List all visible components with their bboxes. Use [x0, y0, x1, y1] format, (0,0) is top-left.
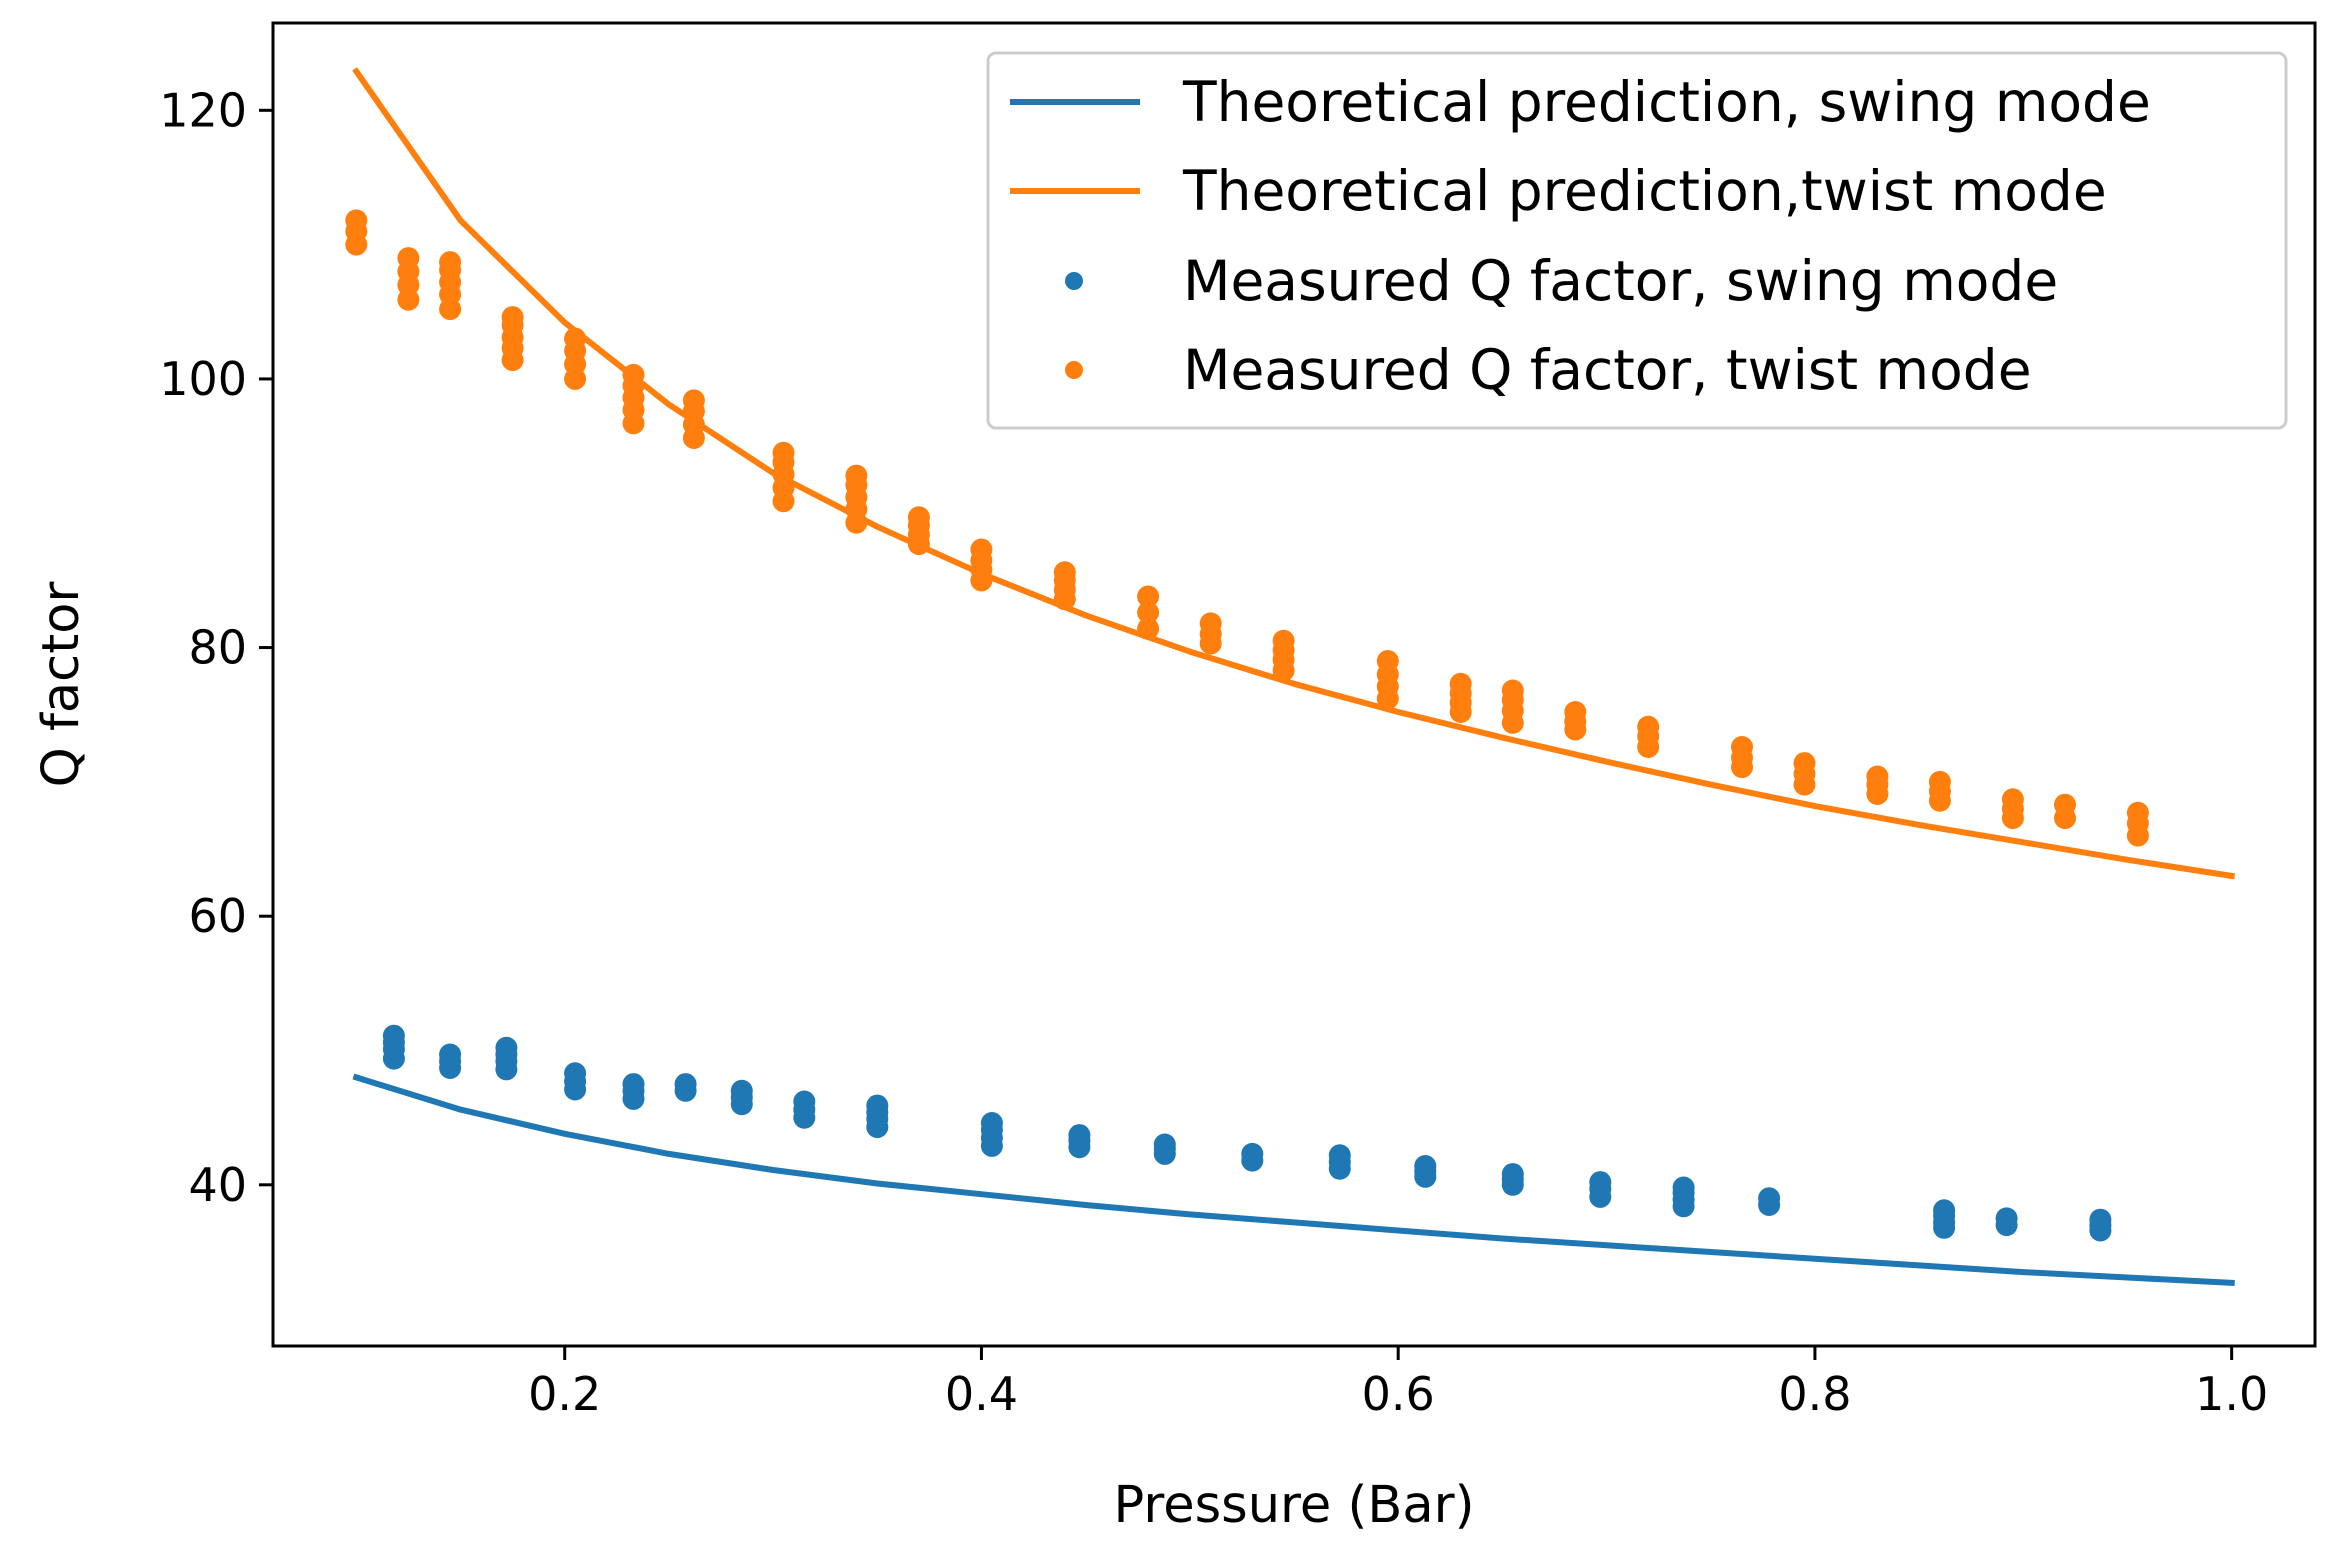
data-point	[622, 363, 645, 386]
data-point	[866, 1094, 889, 1117]
data-point	[564, 327, 587, 350]
data-point	[1731, 736, 1753, 758]
data-point	[845, 464, 868, 487]
legend-swing-marker-label: Measured Q factor, swing mode	[1183, 249, 2058, 313]
data-point	[1068, 1124, 1091, 1147]
data-point	[1053, 561, 1076, 584]
data-point	[1137, 601, 1160, 624]
data-point	[1501, 679, 1524, 702]
y-tick-label: 80	[188, 621, 247, 675]
data-point	[2001, 788, 2024, 811]
data-point	[1199, 612, 1222, 635]
data-point	[1637, 715, 1660, 738]
y-axis-label: Q factor	[32, 582, 91, 788]
data-point	[980, 1112, 1003, 1134]
series-0	[352, 1073, 2235, 1287]
data-point	[1793, 752, 1816, 775]
data-point	[772, 441, 795, 464]
data-point	[1449, 672, 1472, 695]
legend-box	[986, 51, 2288, 430]
data-point	[682, 389, 705, 412]
series-1	[352, 67, 2236, 880]
x-tick-label: 0.2	[528, 1367, 601, 1421]
data-point	[1328, 1144, 1351, 1167]
data-point	[730, 1079, 753, 1102]
data-point	[1672, 1176, 1695, 1199]
data-point	[970, 538, 993, 561]
data-point	[1995, 1207, 2018, 1230]
y-axis: 40 60 80 100 120	[159, 83, 273, 1212]
x-axis-label: Pressure (Bar)	[1114, 1476, 1475, 1535]
x-tick-label: 1.0	[2195, 1367, 2268, 1421]
legend-twist-marker-label: Measured Q factor, twist mode	[1183, 338, 2032, 402]
x-tick-label: 0.8	[1778, 1367, 1851, 1421]
data-point	[397, 247, 420, 270]
series-3	[345, 209, 2149, 847]
data-point	[1564, 701, 1587, 723]
legend-twist-marker-swatch	[1065, 361, 1083, 379]
series-line	[352, 1073, 2235, 1287]
data-point	[1866, 765, 1889, 788]
y-tick-label: 60	[188, 889, 247, 943]
y-tick-label: 40	[188, 1158, 247, 1212]
data-point	[1376, 650, 1399, 672]
data-point	[1137, 617, 1160, 640]
data-point	[345, 209, 368, 232]
data-point	[1928, 770, 1951, 793]
data-point	[1933, 1199, 1956, 1222]
series-2	[382, 1024, 2112, 1242]
x-axis: 0.2 0.4 0.6 0.8 1.0	[528, 1346, 2268, 1421]
data-point	[1137, 585, 1160, 608]
data-point	[1272, 629, 1295, 652]
data-point	[2126, 801, 2149, 824]
legend-swing-marker-swatch	[1065, 272, 1083, 290]
legend-swing-line-label: Theoretical prediction, swing mode	[1182, 70, 2151, 134]
data-point	[439, 251, 462, 274]
data-point	[793, 1090, 816, 1113]
series-layer	[345, 67, 2236, 1287]
y-tick-label: 100	[159, 352, 247, 406]
data-point	[1589, 1171, 1612, 1194]
data-point	[2089, 1208, 2112, 1231]
x-tick-label: 0.6	[1362, 1367, 1435, 1421]
plot-frame	[271, 21, 2317, 1348]
legend: Theoretical prediction, swing mode Theor…	[986, 51, 2288, 430]
x-tick-label: 0.4	[945, 1367, 1018, 1421]
series-line	[352, 67, 2236, 880]
data-point	[622, 1073, 645, 1096]
data-point	[1758, 1187, 1781, 1210]
data-point	[1414, 1155, 1437, 1177]
data-point	[1153, 1133, 1176, 1156]
data-point	[907, 506, 930, 529]
data-point	[495, 1036, 518, 1059]
data-point	[382, 1024, 405, 1047]
data-point	[564, 1062, 587, 1085]
y-tick-label: 120	[159, 83, 247, 137]
data-point	[439, 1043, 462, 1066]
data-point	[2054, 793, 2076, 816]
legend-twist-line-label: Theoretical prediction,twist mode	[1182, 159, 2107, 223]
data-point	[1241, 1142, 1264, 1165]
data-point	[1501, 1163, 1524, 1186]
data-point	[674, 1073, 697, 1096]
data-point	[501, 306, 524, 329]
